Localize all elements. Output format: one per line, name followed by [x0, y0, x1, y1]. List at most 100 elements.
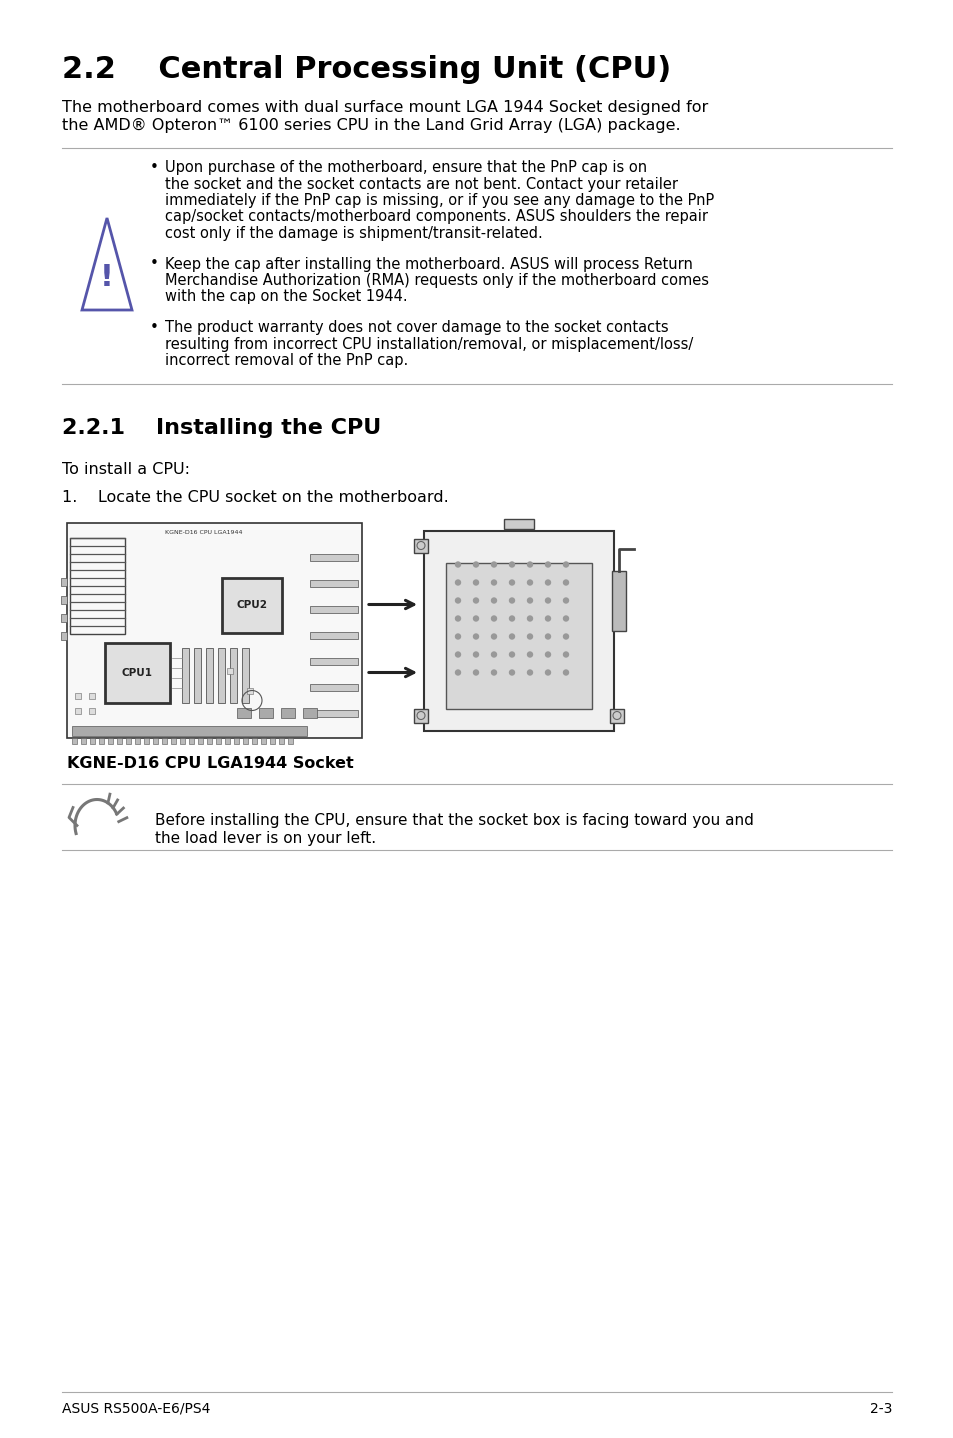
Bar	[108, 738, 112, 743]
Circle shape	[473, 580, 478, 585]
Bar	[89, 707, 95, 713]
Text: incorrect removal of the PnP cap.: incorrect removal of the PnP cap.	[165, 352, 408, 368]
Circle shape	[563, 651, 568, 657]
Text: with the cap on the Socket 1944.: with the cap on the Socket 1944.	[165, 289, 407, 305]
Bar	[310, 554, 357, 561]
Bar	[310, 683, 357, 690]
Circle shape	[455, 598, 460, 603]
Circle shape	[563, 670, 568, 674]
Bar	[61, 578, 67, 585]
Circle shape	[527, 580, 532, 585]
Circle shape	[563, 598, 568, 603]
Bar	[243, 738, 248, 743]
Bar	[105, 643, 170, 703]
Bar	[71, 738, 77, 743]
Bar	[207, 738, 212, 743]
Circle shape	[527, 670, 532, 674]
Bar	[423, 531, 614, 731]
Circle shape	[455, 634, 460, 638]
Bar	[61, 631, 67, 640]
Circle shape	[473, 670, 478, 674]
Bar	[242, 647, 249, 703]
Bar	[182, 647, 189, 703]
Bar	[75, 693, 81, 699]
Bar	[258, 707, 273, 718]
Bar	[99, 738, 104, 743]
Bar	[609, 709, 623, 722]
Text: 2-3: 2-3	[869, 1402, 891, 1416]
Text: Keep the cap after installing the motherboard. ASUS will process Return: Keep the cap after installing the mother…	[165, 256, 692, 272]
Circle shape	[491, 634, 496, 638]
Circle shape	[509, 670, 514, 674]
Bar	[236, 707, 251, 718]
Circle shape	[545, 651, 550, 657]
Text: KGNE-D16 CPU LGA1944 Socket: KGNE-D16 CPU LGA1944 Socket	[67, 755, 354, 771]
Bar	[81, 738, 86, 743]
Circle shape	[473, 598, 478, 603]
Text: immediately if the PnP cap is missing, or if you see any damage to the PnP: immediately if the PnP cap is missing, o…	[165, 193, 714, 209]
Text: the socket and the socket contacts are not bent. Contact your retailer: the socket and the socket contacts are n…	[165, 177, 678, 191]
Circle shape	[509, 562, 514, 567]
Text: •: •	[150, 256, 159, 272]
Circle shape	[545, 670, 550, 674]
Circle shape	[473, 562, 478, 567]
Bar	[310, 631, 357, 638]
Bar	[75, 707, 81, 713]
Bar	[281, 707, 294, 718]
Circle shape	[527, 634, 532, 638]
Bar	[215, 738, 221, 743]
Text: To install a CPU:: To install a CPU:	[62, 463, 190, 477]
Bar	[171, 738, 175, 743]
Bar	[303, 707, 316, 718]
Bar	[414, 538, 428, 552]
Circle shape	[527, 615, 532, 621]
Circle shape	[491, 598, 496, 603]
Bar	[89, 693, 95, 699]
Bar	[288, 738, 293, 743]
Circle shape	[473, 651, 478, 657]
Circle shape	[545, 634, 550, 638]
Text: cap/socket contacts/motherboard components. ASUS shoulders the repair: cap/socket contacts/motherboard componen…	[165, 210, 707, 224]
Circle shape	[545, 598, 550, 603]
Bar	[310, 580, 357, 587]
Text: Upon purchase of the motherboard, ensure that the PnP cap is on: Upon purchase of the motherboard, ensure…	[165, 160, 646, 175]
Bar	[261, 738, 266, 743]
Bar	[61, 614, 67, 621]
Text: !: !	[100, 263, 113, 292]
Text: KGNE-D16 CPU LGA1944: KGNE-D16 CPU LGA1944	[165, 531, 242, 535]
Text: •: •	[150, 321, 159, 335]
Bar	[310, 657, 357, 664]
Circle shape	[509, 634, 514, 638]
Circle shape	[545, 562, 550, 567]
Text: 1.    Locate the CPU socket on the motherboard.: 1. Locate the CPU socket on the motherbo…	[62, 490, 448, 506]
Circle shape	[545, 580, 550, 585]
Bar	[233, 738, 239, 743]
Text: 2.2.1    Installing the CPU: 2.2.1 Installing the CPU	[62, 418, 381, 439]
Circle shape	[527, 598, 532, 603]
Circle shape	[455, 580, 460, 585]
Bar	[198, 738, 203, 743]
Circle shape	[491, 651, 496, 657]
Circle shape	[455, 615, 460, 621]
Circle shape	[563, 615, 568, 621]
Circle shape	[527, 562, 532, 567]
Bar	[189, 738, 193, 743]
Bar	[71, 726, 307, 735]
Circle shape	[509, 598, 514, 603]
Circle shape	[527, 651, 532, 657]
Bar	[446, 562, 592, 709]
Bar	[70, 538, 125, 634]
Bar	[310, 605, 357, 613]
Bar	[152, 738, 158, 743]
Bar	[144, 738, 149, 743]
Circle shape	[563, 580, 568, 585]
Bar	[414, 709, 428, 722]
Bar	[270, 738, 274, 743]
Circle shape	[473, 634, 478, 638]
Bar	[230, 647, 236, 703]
Circle shape	[455, 562, 460, 567]
Bar	[247, 687, 253, 693]
Circle shape	[491, 562, 496, 567]
Circle shape	[509, 615, 514, 621]
Bar	[225, 738, 230, 743]
